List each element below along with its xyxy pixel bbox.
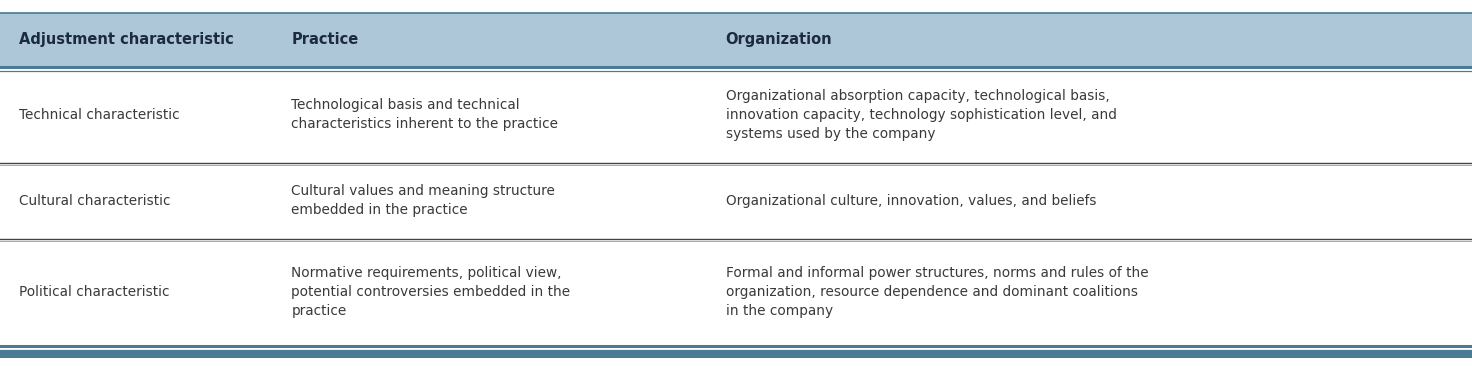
Text: Cultural values and meaning structure
embedded in the practice: Cultural values and meaning structure em… bbox=[291, 184, 555, 217]
Text: Adjustment characteristic: Adjustment characteristic bbox=[19, 33, 234, 47]
Text: Formal and informal power structures, norms and rules of the
organization, resou: Formal and informal power structures, no… bbox=[726, 266, 1148, 318]
Bar bbox=[0, 67, 1472, 163]
Text: Organizational culture, innovation, values, and beliefs: Organizational culture, innovation, valu… bbox=[726, 194, 1097, 208]
Bar bbox=[0, 163, 1472, 239]
Text: Technical characteristic: Technical characteristic bbox=[19, 108, 180, 122]
Text: Normative requirements, political view,
potential controversies embedded in the
: Normative requirements, political view, … bbox=[291, 266, 571, 318]
Text: Political characteristic: Political characteristic bbox=[19, 285, 169, 299]
Text: Practice: Practice bbox=[291, 33, 359, 47]
Bar bbox=[0, 350, 1472, 358]
Bar bbox=[0, 13, 1472, 67]
Text: Technological basis and technical
characteristics inherent to the practice: Technological basis and technical charac… bbox=[291, 98, 558, 131]
Text: Organization: Organization bbox=[726, 33, 832, 47]
Text: Organizational absorption capacity, technological basis,
innovation capacity, te: Organizational absorption capacity, tech… bbox=[726, 89, 1117, 141]
Text: Cultural characteristic: Cultural characteristic bbox=[19, 194, 171, 208]
Bar bbox=[0, 239, 1472, 346]
